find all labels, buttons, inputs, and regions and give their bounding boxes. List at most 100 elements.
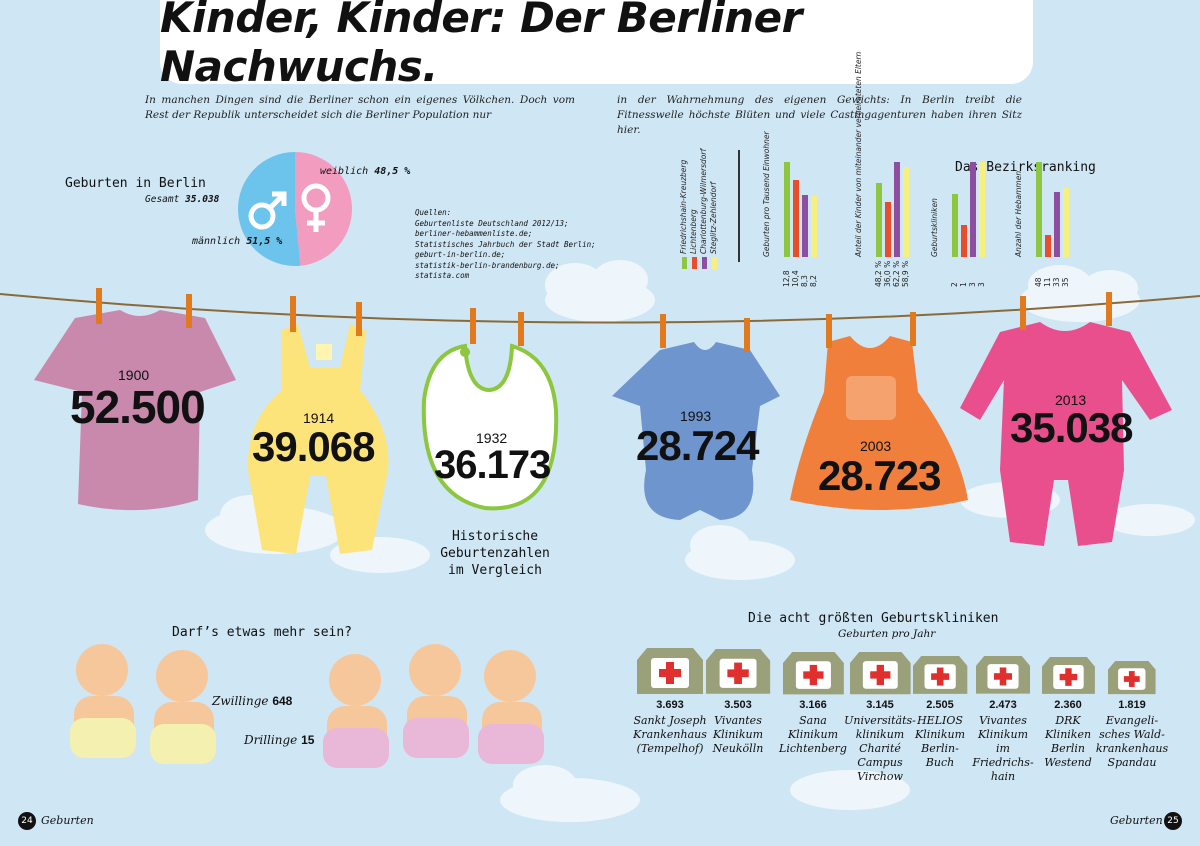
ranking-bar: [1063, 187, 1069, 257]
clinic-births-value: 3.693: [656, 699, 684, 711]
ranking-bar: [903, 167, 909, 257]
clinic-name-line: sches Wald-: [1099, 728, 1165, 741]
clinic-name-line: Vivantes: [714, 714, 762, 727]
clinic-name-line: Westend: [1044, 756, 1092, 769]
twins-value: 648: [272, 694, 293, 708]
clinic-births-value: 3.145: [866, 699, 894, 711]
male-symbol-icon: [248, 191, 287, 230]
source-line: berliner-hebammenliste.de;: [415, 229, 533, 238]
caption-line: Geburtenzahlen: [440, 546, 550, 561]
clinic-name-line: Klinikum: [712, 728, 764, 741]
clinic-name: Sankt Joseph Krankenhaus (Tempelhof): [630, 714, 710, 756]
hospital-icon: [849, 651, 911, 694]
clinic-name-line: HELIOS: [917, 714, 963, 727]
district-legend-swatch: [682, 257, 687, 269]
clinic-name: DRK Kliniken Berlin Westend: [1028, 714, 1108, 770]
historic-value: 28.724: [636, 422, 759, 469]
multiples-title: Darf’s etwas mehr sein?: [172, 625, 353, 640]
hospital-icon: [975, 656, 1030, 694]
clinic-name-line: Klinikum: [977, 728, 1029, 741]
caption-line: Historische: [451, 529, 539, 544]
title-banner: Kinder, Kinder: Der Berliner Nachwuchs.: [160, 0, 1033, 91]
historic-year: 2013: [1055, 392, 1087, 408]
ranking-bar: [894, 162, 900, 257]
twins: Zwillinge 648: [212, 694, 292, 708]
clinic-name: Vivantes Klinikum Neukölln: [698, 714, 778, 756]
triplets: Drillinge 15: [244, 733, 314, 747]
clinic-name-line: Sankt Joseph: [633, 714, 707, 727]
clinic-name-line: Campus: [857, 756, 903, 769]
clinic-births-value: 2.473: [989, 699, 1017, 711]
clinic-name-line: Berlin-: [921, 742, 959, 755]
ranking-bar: [793, 179, 799, 257]
source-line: Statistisches Jahrbuch der Stadt Berlin;: [415, 239, 596, 249]
sources-label: Quellen:: [415, 208, 452, 217]
historic-year: 1932: [476, 430, 508, 446]
clinic-name-line: Buch: [925, 756, 955, 769]
sleeper-shape: [960, 322, 1172, 546]
clinic-name-line: im: [996, 742, 1010, 755]
ranking-bar: [979, 162, 985, 257]
historic-value: 52.500: [70, 381, 206, 433]
baby-icon: [403, 644, 469, 758]
clinic-name-line: (Tempelhof): [636, 742, 704, 755]
clinic-name-line: Friedrichs-: [972, 756, 1034, 769]
ranking-bar: [811, 196, 817, 257]
hospital-icon: [637, 648, 703, 694]
baby-icon: [478, 650, 544, 764]
triplets-value: 15: [301, 733, 315, 747]
district-legend-swatch: [692, 257, 697, 269]
romper-shape: [247, 324, 389, 554]
clinic-births-value: 2.360: [1054, 699, 1082, 711]
historic-year: 1993: [680, 408, 712, 424]
historic-value: 36.173: [434, 443, 551, 487]
clinic-name-line: Virchow: [857, 770, 903, 783]
clinic-name-line: Vivantes: [979, 714, 1027, 727]
clinic-name-line: Universitäts-: [844, 714, 916, 727]
ranking-bar: [876, 183, 882, 257]
clinic-births-value: 1.819: [1118, 699, 1146, 711]
male-label: männlich 51,5 %: [192, 236, 282, 247]
female-percent: 48,5 %: [374, 166, 411, 177]
page-number-left: 24: [18, 812, 36, 830]
clinic-name-line: Klinikum: [787, 728, 839, 741]
clinic-name-line: Evangeli-: [1105, 714, 1159, 727]
caption-line: im Vergleich: [448, 563, 542, 578]
clinic-name-line: Charité: [859, 742, 901, 755]
male-label-text: männlich: [192, 236, 241, 247]
ranking-bar: [784, 162, 790, 257]
district-legend-swatch: [702, 257, 707, 269]
triplets-label: Drillinge: [244, 733, 298, 747]
clinic-name-line: Krankenhaus: [633, 728, 707, 741]
historic-caption: Historische Geburtenzahlen im Vergleich: [420, 528, 570, 579]
babies-illustration: [70, 644, 544, 768]
historic-year: 1914: [303, 410, 335, 426]
births-title: Geburten in Berlin: [65, 176, 206, 191]
female-symbol-icon: [301, 183, 331, 232]
bib-shape: [421, 343, 559, 511]
source-line: geburt-in-berlin.de;: [415, 250, 506, 259]
page-title: Kinder, Kinder: Der Berliner Nachwuchs.: [160, 0, 802, 91]
female-label-text: weiblich: [320, 166, 369, 177]
clinic-name-line: Sana: [799, 714, 827, 727]
clinic-births-value: 3.166: [799, 699, 827, 711]
births-total-label: Gesamt: [145, 194, 180, 205]
births-total: Gesamt 35.038: [145, 194, 219, 205]
hospital-icon: [912, 656, 968, 694]
clinic-name-line: hain: [990, 770, 1016, 783]
clinic-name-line: Berlin: [1051, 742, 1085, 755]
clinic-name-line: Neukölln: [712, 742, 764, 755]
births-total-value: 35.038: [185, 194, 220, 205]
baby-icon: [70, 644, 136, 758]
intro-left: In manchen Dingen sind die Berliner scho…: [145, 94, 575, 121]
ranking-bar: [802, 195, 808, 257]
baby-icon: [323, 654, 389, 768]
clinic-name-line: Spandau: [1107, 756, 1157, 769]
hospital-icon: [705, 649, 771, 694]
clinic-name-line: krankenhaus: [1095, 742, 1169, 755]
ranking-title: Das Bezirksranking: [955, 160, 1096, 175]
historic-value: 39.068: [252, 423, 375, 470]
clinics-title: Die acht größten Geburtskliniken: [748, 611, 999, 626]
footer-left-label: Geburten: [41, 814, 94, 827]
